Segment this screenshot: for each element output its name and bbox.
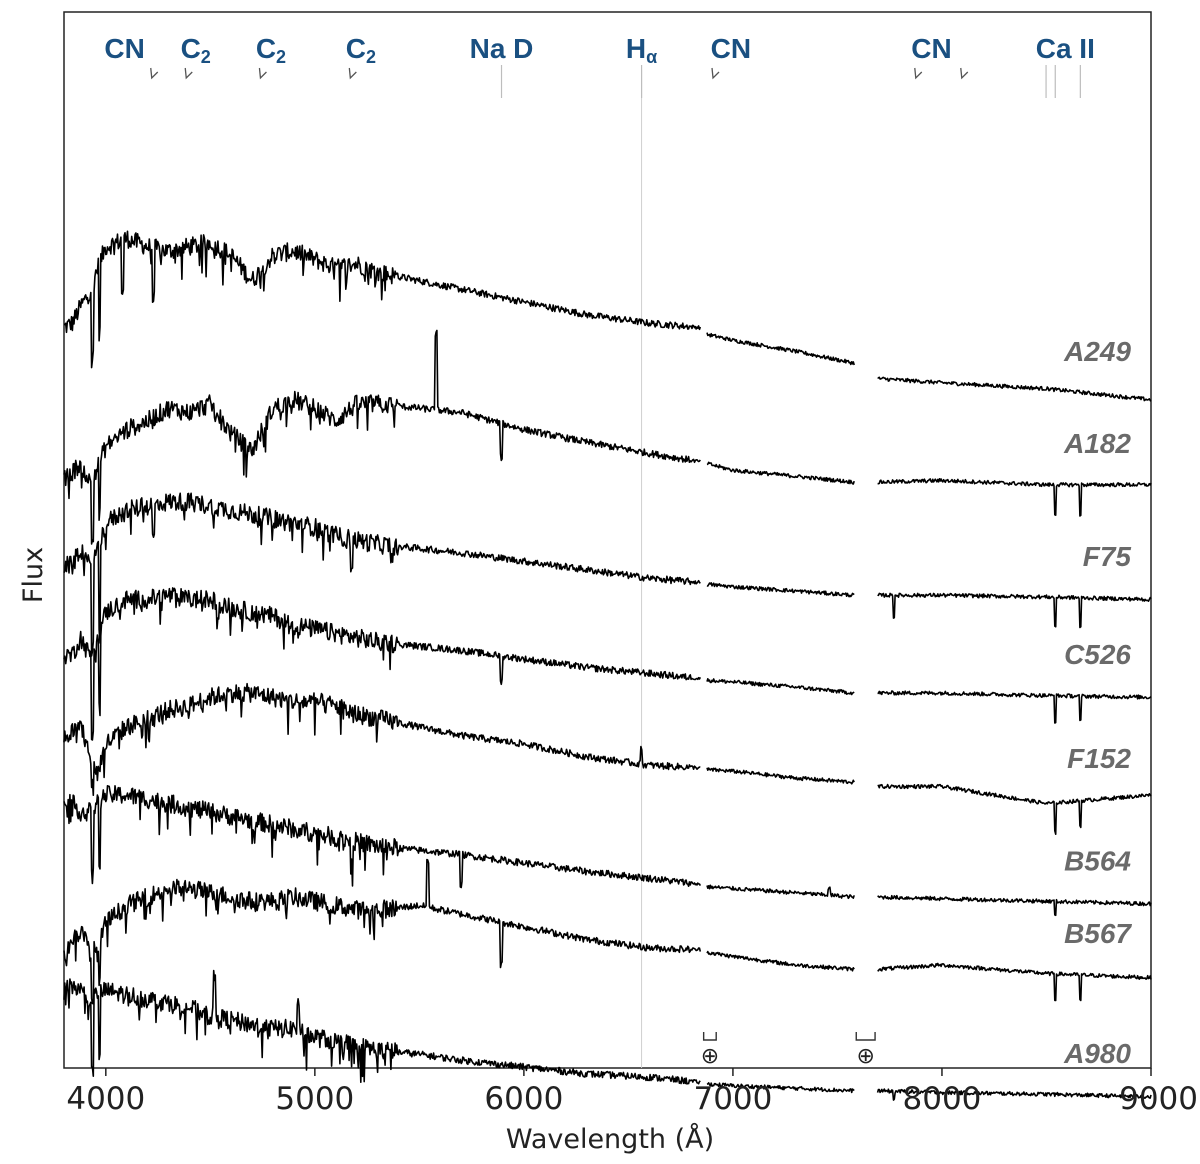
telluric-band-bracket — [855, 1032, 876, 1041]
spectrum-line-F152 — [63, 682, 701, 796]
line-id-label: C2 — [256, 33, 286, 67]
spectrum-line-B564 — [706, 884, 855, 900]
spectrum-line-A980 — [63, 969, 701, 1085]
spectrum-line-B567 — [706, 950, 855, 972]
spectrum-line-A182 — [63, 329, 701, 545]
line-id-tick — [258, 67, 267, 80]
spectrum-line-B564 — [63, 785, 702, 889]
line-id-tick — [348, 67, 357, 80]
spectrum-line-A980 — [876, 1088, 1152, 1101]
spectrum-line-A182 — [706, 461, 855, 485]
series-label-A980: A980 — [1063, 1038, 1131, 1069]
x-tick-label: 9000 — [1119, 1081, 1198, 1117]
series-label-A182: A182 — [1063, 428, 1131, 459]
x-tick-label: 6000 — [484, 1081, 563, 1117]
telluric-band-bracket — [702, 1032, 717, 1041]
telluric-symbol: ⊕ — [701, 1044, 719, 1069]
x-tick-label: 8000 — [903, 1081, 982, 1117]
spectrum-line-C526 — [63, 587, 702, 741]
star-label-group: A249 A182 F75 C526 F152 B564 B567 A980 — [1063, 336, 1132, 1069]
y-axis-label: Flux — [18, 547, 49, 603]
line-id-label: C2 — [181, 33, 211, 67]
line-id-label: CN — [911, 33, 951, 64]
line-id-label: CN — [711, 33, 751, 64]
line-id-tick — [711, 67, 720, 80]
spectrum-line-F152 — [877, 783, 1152, 835]
spectrum-line-F75 — [63, 492, 701, 657]
line-id-label: Ca II — [1036, 33, 1095, 64]
spectrum-line-B567 — [63, 858, 702, 1005]
spectra-group — [63, 230, 1152, 1101]
telluric-marker-group: ⊕ ⊕ — [701, 1032, 876, 1069]
spectrum-line-C526 — [877, 690, 1152, 724]
spectrum-line-B564 — [877, 894, 1152, 917]
series-label-A249: A249 — [1063, 336, 1131, 367]
spectrum-line-A249 — [706, 332, 855, 366]
line-id-label: Na D — [470, 33, 534, 64]
line-id-label: C2 — [346, 33, 376, 67]
line-id-tick — [914, 67, 923, 80]
series-label-B564: B564 — [1064, 845, 1131, 876]
series-label-C526: C526 — [1064, 639, 1131, 670]
spectrum-line-A249 — [64, 230, 702, 369]
x-axis-ticks: 4000 5000 6000 7000 8000 9000 — [66, 1068, 1198, 1117]
line-id-tick — [150, 67, 159, 80]
line-id-label: CN — [104, 33, 144, 64]
x-tick-label: 5000 — [275, 1081, 354, 1117]
line-marker-group: CN C2 C2 C2 Na D Hα CN CN Ca II — [104, 33, 1095, 98]
line-id-tick — [960, 67, 969, 80]
series-label-F75: F75 — [1083, 541, 1132, 572]
telluric-symbol: ⊕ — [856, 1044, 874, 1069]
plot-frame — [63, 11, 1152, 1069]
spectrum-line-F152 — [706, 767, 855, 785]
spectrum-line-B567 — [877, 962, 1152, 1002]
series-label-F152: F152 — [1067, 743, 1131, 774]
spectrum-line-A980 — [706, 1082, 855, 1094]
x-tick-label: 4000 — [66, 1081, 145, 1117]
line-id-label: Hα — [626, 33, 657, 67]
spectrum-line-C526 — [706, 678, 855, 696]
spectrum-line-A182 — [877, 478, 1152, 517]
x-tick-label: 7000 — [693, 1081, 772, 1117]
x-axis-label: Wavelength (Å) — [506, 1123, 714, 1155]
spectrum-line-A249 — [877, 376, 1152, 402]
spectrum-line-F75 — [877, 592, 1152, 629]
line-id-tick — [184, 67, 193, 80]
spectrum-line-F75 — [706, 582, 855, 598]
series-label-B567: B567 — [1064, 918, 1132, 949]
